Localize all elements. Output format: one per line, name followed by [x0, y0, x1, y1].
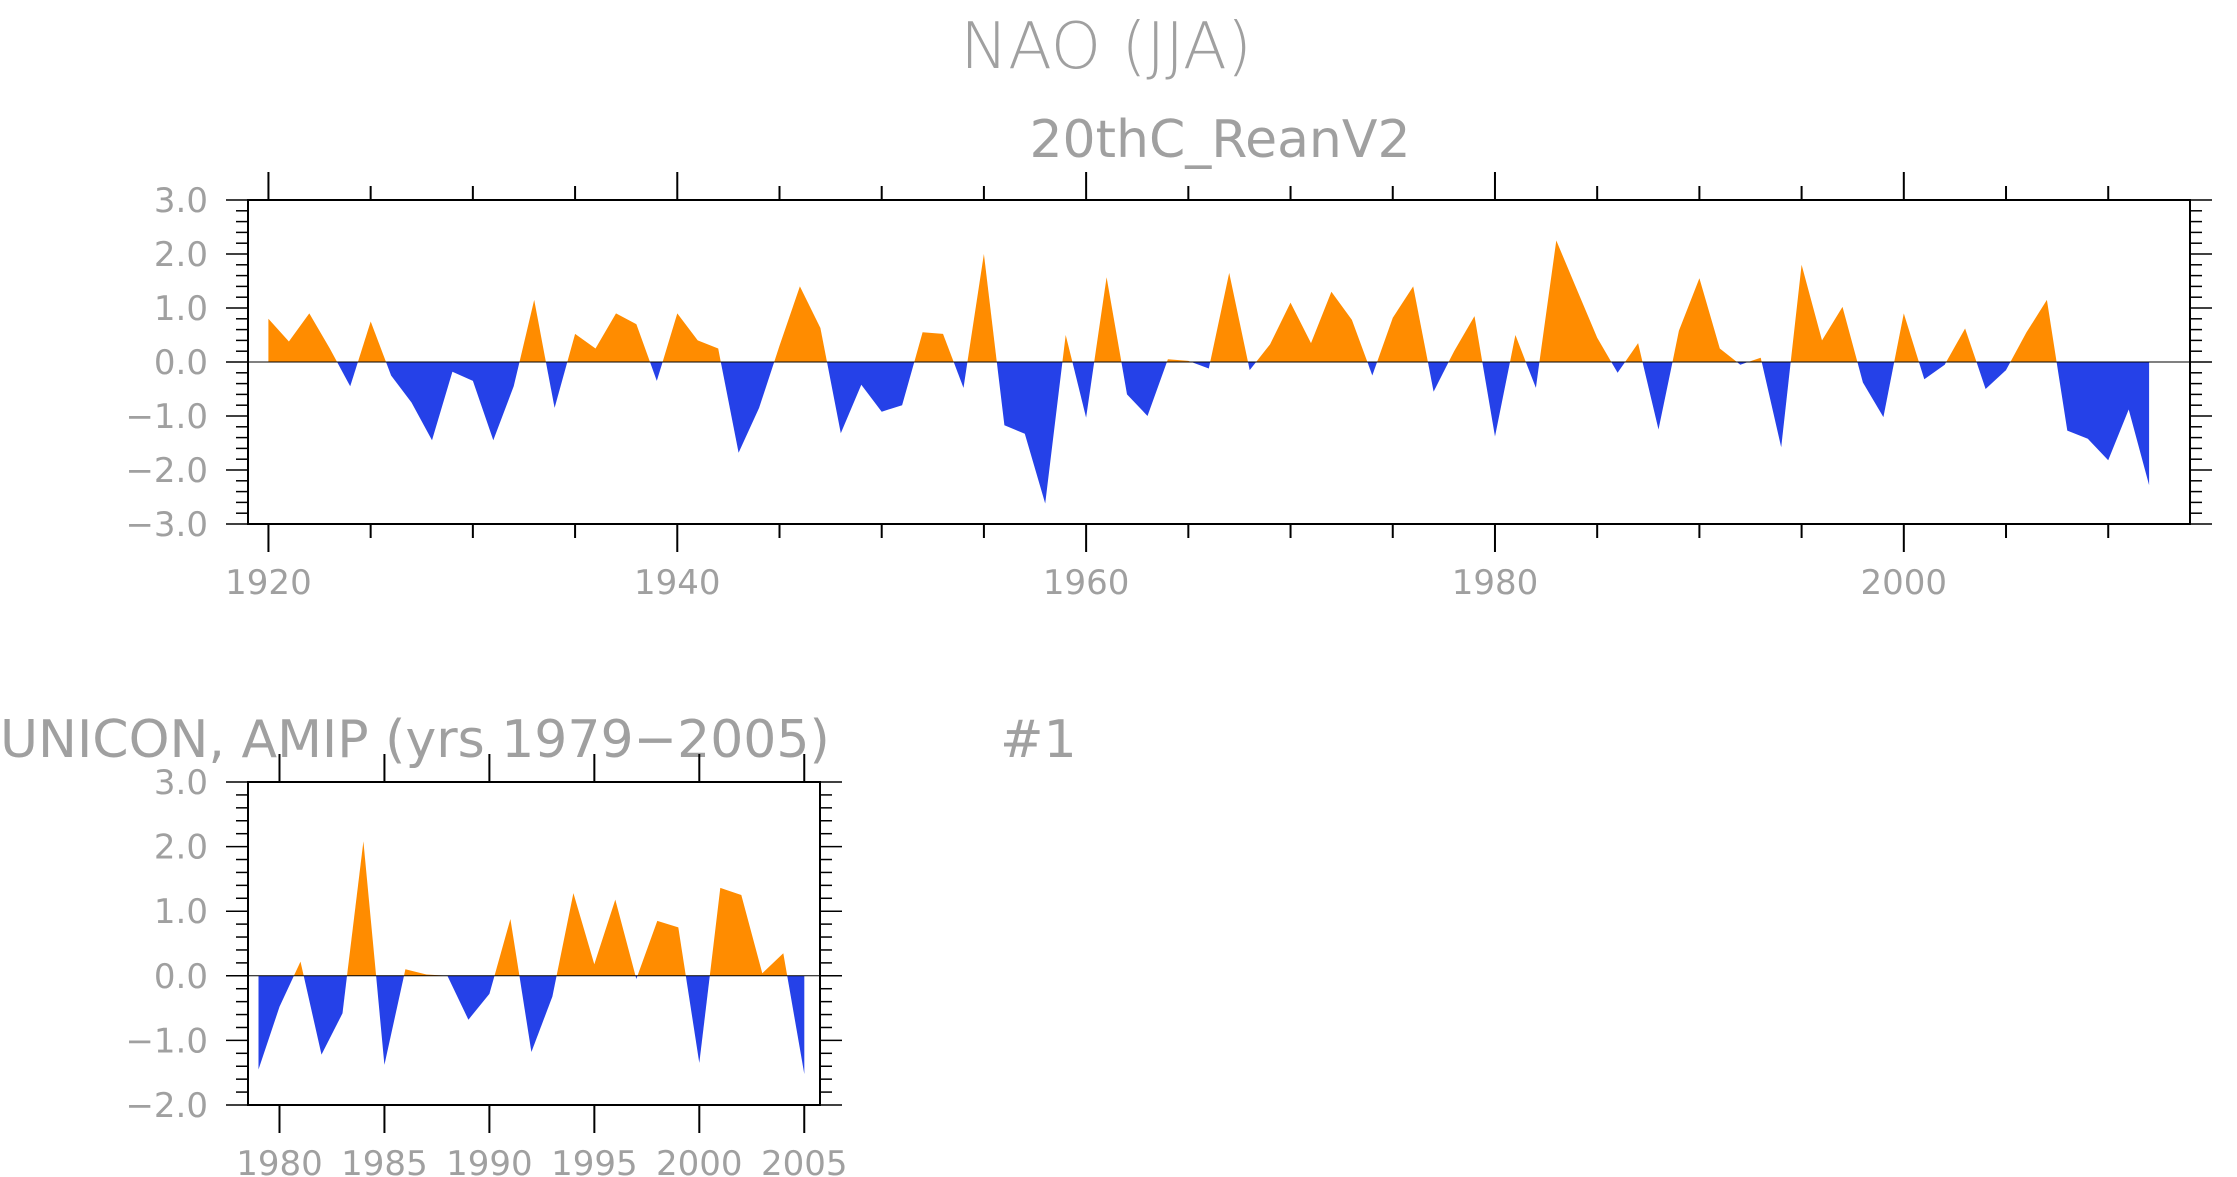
y-tick-label: 0.0 — [154, 343, 208, 383]
y-tick-label: 3.0 — [154, 181, 208, 221]
x-tick-label: 2000 — [656, 1144, 743, 1177]
y-tick-label: 1.0 — [154, 892, 208, 932]
negative-area-17 — [1072, 362, 1095, 418]
positive-area-7 — [494, 919, 520, 976]
negative-area-23 — [1248, 362, 1257, 371]
negative-area-15 — [996, 362, 1063, 504]
positive-area-5 — [404, 969, 448, 976]
negative-area-35 — [1642, 362, 1673, 430]
positive-area-4 — [519, 299, 546, 362]
positive-area-11 — [637, 920, 686, 976]
negative-area-6 — [447, 975, 495, 1020]
negative-area-41 — [1857, 362, 1895, 418]
positive-area-9 — [556, 893, 636, 976]
x-tick-label: 2005 — [761, 1144, 848, 1177]
positive-area-2 — [357, 321, 386, 362]
x-tick-label: 1985 — [341, 1144, 428, 1177]
positive-area-13 — [709, 887, 788, 976]
negative-area-43 — [1918, 362, 1947, 380]
negative-area-19 — [1121, 362, 1167, 416]
bottom-panel: 1980 1985 1990 1995 2000 2005 3.0 2.0 1.0 0.0 −1.0… — [125, 754, 848, 1177]
y-tick-label: −2.0 — [125, 1086, 208, 1126]
x-tick-label: 1980 — [1452, 563, 1539, 603]
negative-area-4 — [376, 975, 404, 1065]
positive-area-10 — [774, 286, 827, 362]
negative-area-1 — [337, 362, 358, 387]
negative-area-47 — [2056, 362, 2150, 486]
negative-area-45 — [1976, 362, 2011, 389]
top-panel: 1920 1940 1960 1980 2000 3.0 2.0 1.0 0.0 −1.0 −2.0… — [125, 172, 2212, 603]
y-tick-label: −2.0 — [125, 451, 208, 491]
positive-area-38 — [1748, 357, 1762, 362]
negative-area-21 — [1191, 362, 1211, 369]
x-tick-label: 1995 — [551, 1144, 638, 1177]
negative-area-37 — [1736, 362, 1749, 365]
positive-area-24 — [1256, 291, 1368, 362]
negative-area-39 — [1761, 362, 1791, 448]
negative-area-27 — [1427, 362, 1449, 392]
negative-area-5 — [545, 362, 568, 408]
positive-area-42 — [1894, 313, 1919, 362]
positive-area-1 — [293, 961, 304, 976]
bottom-panel-title: UNICON, AMIP (yrs 1979−2005) — [0, 710, 830, 770]
y-tick-label: 2.0 — [154, 828, 208, 868]
negative-area-12 — [685, 975, 710, 1063]
y-tick-label: 3.0 — [154, 763, 208, 803]
plot-frame — [247, 781, 821, 1106]
x-tick-label: 1920 — [225, 563, 312, 603]
x-tick-label: 1990 — [446, 1144, 533, 1177]
negative-area-33 — [1611, 362, 1626, 373]
y-tick-label: −1.0 — [125, 1021, 208, 1061]
positive-area-20 — [1166, 359, 1192, 362]
negative-area-13 — [953, 362, 968, 388]
bottom-panel-annotation: #1 — [1000, 710, 1077, 770]
y-tick-label: −1.0 — [125, 397, 208, 437]
positive-area-16 — [1062, 335, 1073, 362]
x-tick-label: 1980 — [236, 1144, 323, 1177]
negative-area-7 — [650, 362, 663, 381]
negative-area-29 — [1482, 362, 1510, 437]
negative-area-25 — [1367, 362, 1378, 376]
negative-area-2 — [303, 975, 347, 1055]
y-tick-label: 0.0 — [154, 957, 208, 997]
negative-area-14 — [787, 975, 805, 1074]
negative-area-3 — [386, 362, 520, 441]
negative-area-31 — [1525, 362, 1540, 388]
positive-area-40 — [1790, 264, 1858, 362]
positive-area-8 — [662, 313, 721, 362]
positive-area-46 — [2010, 299, 2057, 362]
y-tick-label: −3.0 — [125, 505, 208, 545]
y-tick-label: 1.0 — [154, 289, 208, 329]
chart-subtitle: 20thC_ReanV2 — [1029, 110, 1410, 170]
x-tick-label: 1940 — [634, 563, 721, 603]
positive-area-12 — [914, 332, 954, 362]
negative-area-8 — [519, 975, 557, 1052]
positive-area-28 — [1448, 316, 1483, 362]
negative-area-11 — [827, 362, 915, 434]
positive-area-36 — [1672, 278, 1737, 362]
positive-area-3 — [347, 841, 377, 976]
positive-area-44 — [1946, 328, 1977, 362]
positive-area-6 — [567, 313, 650, 362]
negative-area-9 — [720, 362, 775, 453]
y-tick-label: 2.0 — [154, 235, 208, 275]
positive-area-30 — [1510, 335, 1526, 362]
positive-area-14 — [967, 254, 997, 362]
x-tick-label: 2000 — [1861, 563, 1948, 603]
x-tick-label: 1960 — [1043, 563, 1130, 603]
positive-area-32 — [1539, 240, 1612, 362]
negative-area-10 — [635, 975, 638, 979]
positive-area-26 — [1377, 286, 1428, 362]
positive-area-0 — [268, 313, 338, 362]
negative-area-0 — [258, 975, 294, 1070]
positive-area-18 — [1094, 277, 1122, 362]
positive-area-22 — [1210, 272, 1248, 362]
chart-title: NAO (JJA) — [960, 10, 1252, 84]
positive-area-34 — [1625, 343, 1643, 362]
